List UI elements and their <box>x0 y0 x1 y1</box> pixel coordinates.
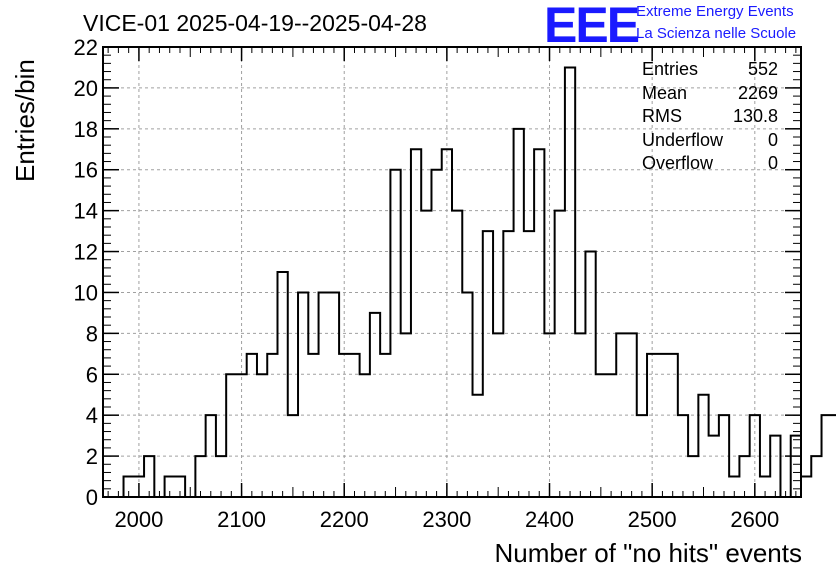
x-axis-label: Number of "no hits" events <box>494 538 803 568</box>
y-tick-label: 22 <box>74 35 98 60</box>
x-tick-label: 2300 <box>422 507 471 532</box>
stat-value: 0 <box>767 153 778 173</box>
axis-ticks <box>103 46 801 498</box>
y-tick-label: 8 <box>86 321 98 346</box>
y-tick-label: 0 <box>86 485 98 510</box>
stat-value: 0 <box>767 129 778 150</box>
y-tick-label: 6 <box>86 362 98 387</box>
y-tick-label: 18 <box>74 117 98 142</box>
stat-value: 130.8 <box>732 106 778 126</box>
stats-box: Entries 552 Mean 2269 RMS 130.8 Underflo… <box>642 58 778 176</box>
y-axis-label: Entries/bin <box>10 59 40 182</box>
x-tick-label: 2000 <box>114 507 163 532</box>
chart-title: VICE-01 2025-04-19--2025-04-28 <box>83 10 427 36</box>
stat-label: Underflow <box>642 129 724 150</box>
stat-row-mean: Mean 2269 <box>642 82 778 106</box>
stat-label: Entries <box>642 59 699 79</box>
stat-row-underflow: Underflow 0 <box>642 129 778 153</box>
histogram-step-line <box>103 66 836 498</box>
logo-caption-line1: Extreme Energy Events <box>636 3 794 20</box>
y-tick-label: 14 <box>74 199 98 224</box>
x-tick-label: 2600 <box>730 507 779 532</box>
x-tick-label: 2400 <box>525 507 574 532</box>
eee-logo: EEE <box>544 0 640 53</box>
plot-frame <box>102 46 802 498</box>
axis-tick-labels: 0 2 4 6 8 10 12 14 16 18 20 22 2000 2100 2200 2300 2400 2… <box>74 35 780 532</box>
y-tick-label: 4 <box>86 403 98 428</box>
stat-label: Mean <box>642 82 688 103</box>
stat-row-entries: Entries 552 <box>642 58 778 82</box>
x-tick-label: 2500 <box>628 507 677 532</box>
stat-row-overflow: Overflow 0 <box>642 152 778 176</box>
y-tick-label: 20 <box>74 76 98 101</box>
x-tick-label: 2200 <box>320 507 369 532</box>
logo-caption-line2: La Scienza nelle Scuole <box>636 25 797 42</box>
stat-label: RMS <box>642 106 682 126</box>
stat-value: 2269 <box>737 82 778 103</box>
y-tick-label: 10 <box>74 280 98 305</box>
stat-row-rms: RMS 130.8 <box>642 105 778 129</box>
stat-label: Overflow <box>642 153 714 173</box>
stat-value: 552 <box>747 59 778 79</box>
y-tick-label: 12 <box>74 240 98 265</box>
y-tick-label: 2 <box>86 444 98 469</box>
y-tick-label: 16 <box>74 158 98 183</box>
x-tick-label: 2100 <box>217 507 266 532</box>
